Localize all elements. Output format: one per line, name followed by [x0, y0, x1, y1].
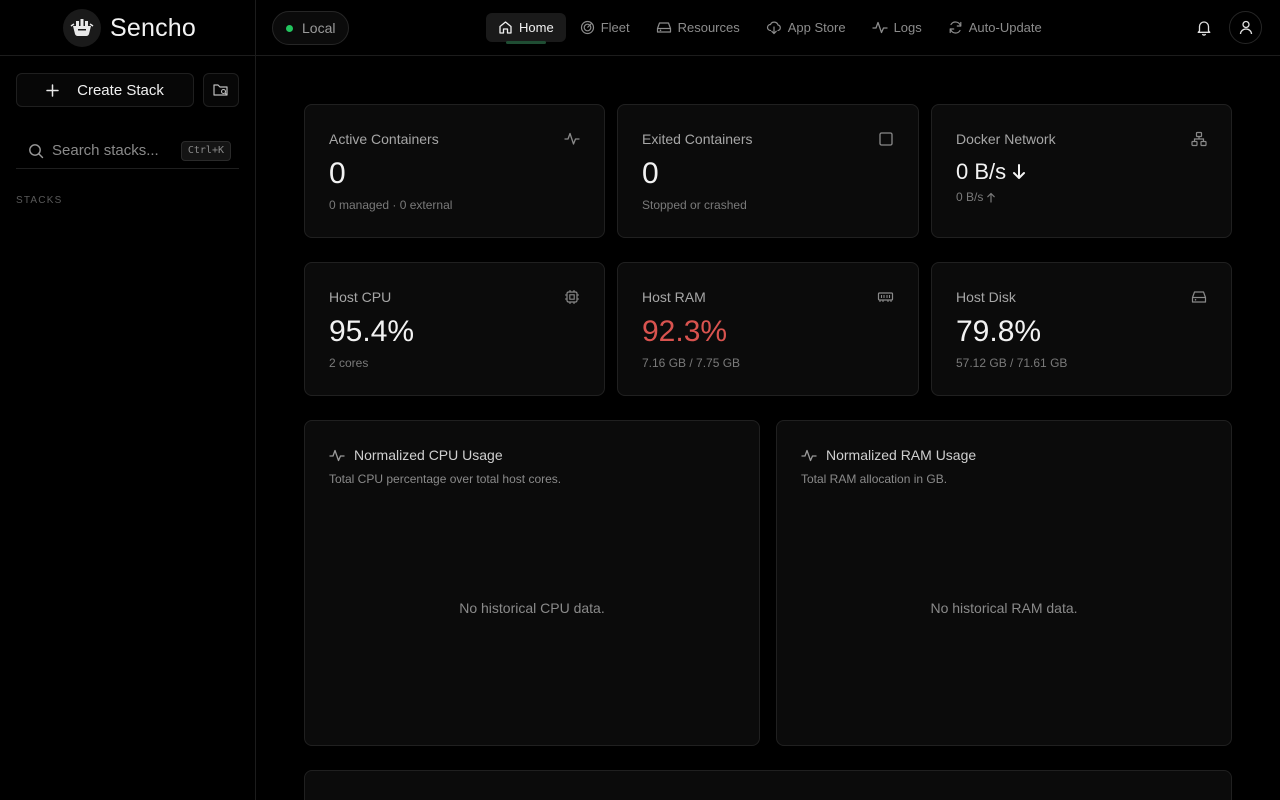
square-icon: [879, 132, 893, 146]
chart-empty-state: No historical RAM data.: [930, 600, 1078, 616]
activity-icon: [329, 449, 345, 461]
activity-icon: [801, 449, 817, 461]
create-stack-label: Create Stack: [77, 81, 164, 99]
card-value: 0: [642, 157, 659, 190]
nav-fleet[interactable]: Fleet: [568, 13, 642, 42]
host-disk-card: Host Disk 79.8% 57.12 GB / 71.61 GB: [931, 262, 1232, 396]
card-label: Host Disk: [956, 289, 1016, 305]
environment-label: Local: [302, 20, 336, 36]
notifications-button[interactable]: [1188, 11, 1220, 43]
chart-title-text: Normalized RAM Usage: [826, 447, 977, 463]
nav-label: Home: [519, 20, 554, 35]
chart-title: Normalized CPU Usage: [329, 447, 503, 463]
nav-label: Fleet: [600, 20, 630, 35]
card-value: 95.4%: [329, 315, 415, 348]
cloud-download-icon: [766, 21, 781, 35]
nav-app-store[interactable]: App Store: [754, 13, 858, 42]
stack-search: Ctrl+K: [16, 133, 239, 169]
card-value: 79.8%: [956, 315, 1042, 348]
hard-drive-icon: [656, 22, 671, 33]
card-label: Host CPU: [329, 289, 392, 305]
active-containers-card: Active Containers 0 0 managed · 0 extern…: [304, 104, 605, 238]
ram-usage-chart-card: Normalized RAM Usage Total RAM allocatio…: [776, 420, 1232, 746]
stacks-section-label: STACKS: [16, 195, 63, 206]
divider: [256, 55, 1280, 56]
card-label: Docker Network: [956, 131, 1056, 147]
chart-empty-state: No historical CPU data.: [459, 600, 605, 616]
card-subtext: Stopped or crashed: [642, 198, 747, 212]
radar-icon: [580, 20, 594, 35]
nav-label: Resources: [677, 20, 740, 35]
cpu-icon: [565, 290, 579, 304]
chart-description: Total RAM allocation in GB.: [801, 472, 948, 486]
home-icon: [499, 21, 512, 34]
search-input[interactable]: [52, 142, 180, 159]
bell-icon: [1197, 20, 1211, 36]
chart-title-text: Normalized CPU Usage: [354, 447, 503, 463]
divider: [0, 55, 256, 56]
host-cpu-card: Host CPU 95.4% 2 cores: [304, 262, 605, 396]
environment-selector[interactable]: Local: [272, 11, 349, 45]
card-label: Exited Containers: [642, 131, 753, 147]
folder-search-button[interactable]: [203, 73, 239, 107]
folder-search-icon: [213, 84, 228, 96]
host-ram-card: Host RAM 92.3% 7.16 GB / 7.75 GB: [617, 262, 919, 396]
sencho-logo-icon: [63, 9, 101, 47]
card-subtext: 0 B/s: [956, 190, 984, 204]
search-icon: [29, 143, 44, 158]
sidebar: Sencho Create Stack Ctrl+K STACKS: [0, 0, 256, 800]
main-nav: Home Fleet Resources App Store Logs: [486, 13, 1056, 44]
card-value: 0 B/s: [956, 159, 1007, 184]
nav-auto-update[interactable]: Auto-Update: [936, 13, 1054, 42]
card-subtext: 57.12 GB / 71.61 GB: [956, 356, 1068, 370]
user-menu-button[interactable]: [1229, 11, 1262, 44]
card-value: 0: [329, 157, 346, 190]
nav-label: Logs: [893, 20, 922, 35]
network-down-value: 0 B/s: [956, 159, 1027, 185]
nav-label: Auto-Update: [968, 20, 1042, 35]
card-subtext: 2 cores: [329, 356, 369, 370]
status-dot-icon: [286, 24, 293, 32]
card-label: Active Containers: [329, 131, 439, 147]
network-icon: [1191, 131, 1207, 147]
card-label: Host RAM: [642, 289, 706, 305]
memory-icon: [877, 292, 894, 302]
refresh-icon: [949, 21, 962, 34]
nav-logs[interactable]: Logs: [860, 13, 934, 42]
hard-drive-icon: [1191, 291, 1207, 303]
plus-icon: [46, 83, 59, 97]
network-up-value: 0 B/s: [956, 190, 996, 204]
card-subtext: 0 managed · 0 external: [329, 198, 453, 212]
user-icon: [1239, 20, 1252, 35]
search-shortcut-badge: Ctrl+K: [180, 141, 231, 161]
brand-name: Sencho: [110, 13, 196, 42]
bottom-card: [304, 770, 1232, 800]
chart-description: Total CPU percentage over total host cor…: [329, 472, 562, 486]
brand[interactable]: Sencho: [63, 9, 196, 47]
arrow-up-icon: [987, 192, 996, 203]
nav-label: App Store: [787, 20, 846, 35]
chart-title: Normalized RAM Usage: [801, 447, 976, 463]
create-stack-button[interactable]: Create Stack: [16, 73, 194, 107]
activity-icon: [564, 132, 580, 145]
exited-containers-card: Exited Containers 0 Stopped or crashed: [617, 104, 919, 238]
activity-icon: [871, 21, 888, 34]
card-value: 92.3%: [642, 315, 728, 348]
nav-home[interactable]: Home: [486, 13, 566, 44]
nav-resources[interactable]: Resources: [644, 13, 752, 42]
docker-network-card: Docker Network 0 B/s 0 B/s: [931, 104, 1232, 238]
arrow-down-icon: [1013, 164, 1026, 179]
cpu-usage-chart-card: Normalized CPU Usage Total CPU percentag…: [304, 420, 760, 746]
card-subtext: 7.16 GB / 7.75 GB: [642, 356, 741, 370]
